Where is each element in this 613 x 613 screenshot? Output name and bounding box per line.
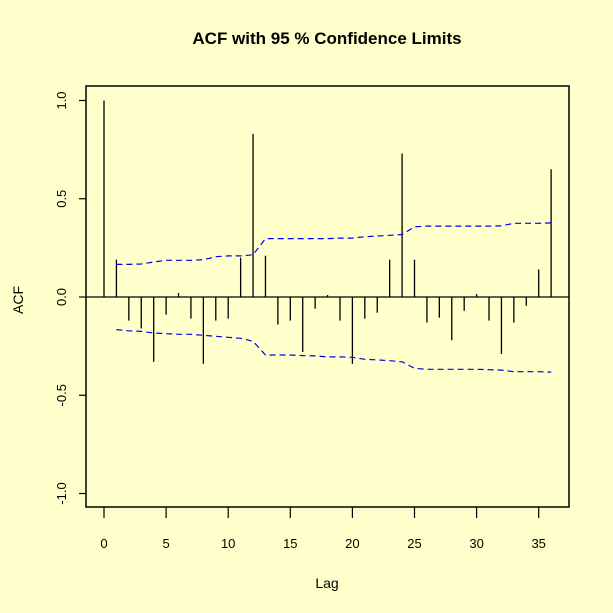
y-tick-label: 0.5 xyxy=(54,190,69,208)
x-tick-label: 15 xyxy=(283,536,297,551)
y-axis: -1.0 -0.5 0.0 0.5 1.0 xyxy=(54,91,86,505)
y-axis-label: ACF xyxy=(10,286,26,314)
y-tick-label: -0.5 xyxy=(54,384,69,406)
confidence-limits xyxy=(116,222,552,373)
x-tick-label: 35 xyxy=(531,536,545,551)
x-axis-label: Lag xyxy=(315,575,338,591)
x-tick-label: 5 xyxy=(162,536,169,551)
lower-confidence-limit xyxy=(116,329,552,373)
x-tick-label: 25 xyxy=(407,536,421,551)
x-tick-label: 20 xyxy=(345,536,359,551)
upper-confidence-limit xyxy=(116,222,552,265)
y-tick-label: 0.0 xyxy=(54,288,69,306)
x-tick-label: 30 xyxy=(469,536,483,551)
x-tick-label: 0 xyxy=(100,536,107,551)
y-tick-label: 1.0 xyxy=(54,91,69,109)
x-tick-label: 10 xyxy=(221,536,235,551)
x-axis: 0 5 10 15 20 25 30 35 xyxy=(100,507,546,551)
y-tick-label: -1.0 xyxy=(54,482,69,504)
acf-bars xyxy=(103,100,552,364)
chart-title: ACF with 95 % Confidence Limits xyxy=(192,29,461,48)
